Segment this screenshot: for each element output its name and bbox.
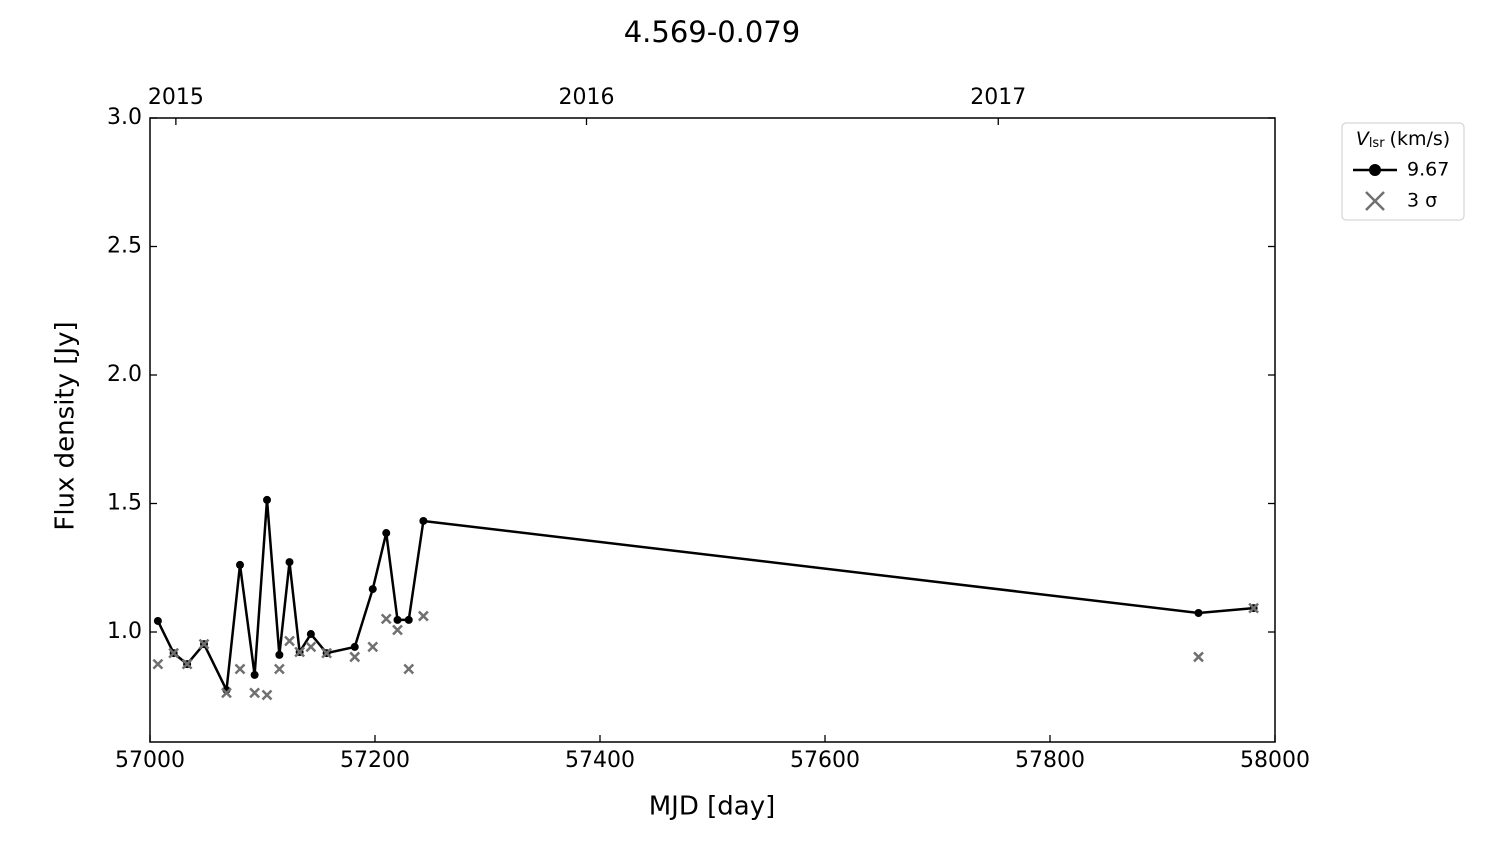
cross-marker [284, 635, 295, 647]
cross-marker [321, 647, 333, 659]
legend-box [1341, 122, 1465, 221]
cross-marker [152, 658, 164, 670]
legend-label: 9.67 [1407, 159, 1449, 181]
x-tick-label: 57400 [565, 748, 635, 773]
legend-marker [1369, 164, 1381, 176]
point-marker [275, 650, 284, 659]
x-tick-label: 57200 [340, 748, 410, 773]
point-marker [1194, 608, 1203, 617]
legend-title-subscript: lsr [1369, 136, 1385, 151]
point-marker [306, 630, 315, 639]
plot-frame [149, 117, 1276, 743]
cross-marker [249, 687, 261, 699]
series-line [156, 499, 1254, 695]
chart-title: 4.569-0.079 [624, 15, 801, 49]
point-marker [153, 616, 162, 625]
cross-marker [168, 647, 180, 659]
cross-marker [349, 651, 361, 663]
y-tick-label: 3.0 [107, 105, 142, 130]
point-marker [285, 558, 294, 567]
point-marker [350, 642, 359, 651]
legend-title: Vlsr (km/s) [1356, 128, 1450, 151]
y-tick-label: 2.5 [107, 234, 142, 259]
legend-title-symbol: V [1356, 128, 1371, 150]
cross-marker [234, 663, 246, 675]
y-axis-label: Flux density [Jy] [51, 321, 81, 530]
cross-marker [1193, 651, 1204, 663]
cross-marker [294, 646, 306, 658]
x2-tick-label: 2015 [148, 85, 204, 110]
point-marker [382, 529, 391, 538]
cross-marker [380, 613, 392, 625]
cross-marker [305, 641, 317, 653]
cross-marker [273, 663, 285, 675]
cross-marker [1365, 191, 1385, 211]
point-marker [263, 495, 271, 504]
x-tick-label: 57600 [790, 748, 860, 773]
cross-marker [221, 687, 232, 699]
cross-marker [261, 689, 273, 701]
x-tick-label: 58000 [1240, 748, 1310, 773]
cross-marker [403, 663, 415, 675]
cross-marker [417, 610, 429, 622]
x2-tick-label: 2017 [970, 85, 1026, 110]
point-marker [393, 615, 402, 624]
cross-marker [1248, 602, 1260, 614]
y-tick-label: 2.0 [107, 362, 142, 387]
y-tick-label: 1.5 [107, 491, 142, 516]
x-tick-label: 57800 [1015, 748, 1085, 773]
cross-marker [181, 658, 193, 670]
legend-label: 3 σ [1407, 190, 1437, 212]
point-marker [419, 516, 428, 525]
point-marker [250, 670, 259, 679]
legend-title-unit: (km/s) [1390, 128, 1451, 150]
x-tick-label: 57000 [115, 748, 185, 773]
cross-marker [367, 641, 379, 653]
x2-tick-label: 2016 [559, 85, 615, 110]
y-tick-label: 1.0 [107, 619, 142, 644]
point-marker [404, 615, 413, 624]
x-axis-label: MJD [day] [649, 792, 776, 822]
cross-marker [198, 638, 210, 650]
point-marker [368, 585, 377, 594]
point-marker [236, 560, 244, 569]
cross-marker [392, 624, 403, 636]
